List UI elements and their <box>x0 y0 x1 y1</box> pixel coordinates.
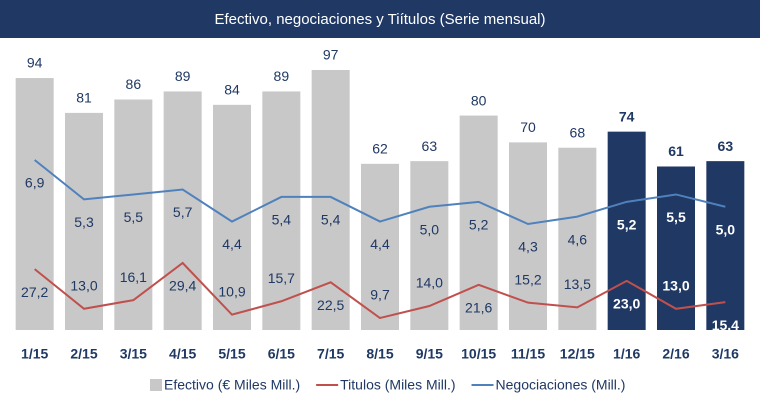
legend-label: Titulos (Miles Mill.) <box>340 377 455 393</box>
line-value-label: 5,4 <box>321 212 341 228</box>
line-value-label: 5,4 <box>272 212 292 228</box>
bar <box>262 91 301 330</box>
bar-value-label: 80 <box>471 92 487 108</box>
bar <box>607 131 646 330</box>
line-value-label: 16,1 <box>120 269 147 285</box>
line-value-label: 15,2 <box>514 271 541 287</box>
line-value-label: 5,5 <box>124 209 144 225</box>
x-tick-label: 11/15 <box>511 346 545 362</box>
x-tick-label: 8/15 <box>366 346 393 362</box>
bar-value-label: 94 <box>27 55 43 71</box>
line-value-label: 13,0 <box>662 277 689 293</box>
bar-value-label: 61 <box>668 143 684 159</box>
bar-value-label: 62 <box>372 141 388 157</box>
x-tick-label: 12/15 <box>560 346 595 362</box>
line-value-label: 9,7 <box>370 287 390 303</box>
x-tick-label: 3/16 <box>712 346 739 362</box>
x-tick-label: 9/15 <box>416 346 443 362</box>
bar-value-label: 84 <box>224 82 240 98</box>
legend-label: Efectivo (€ Miles Mill.) <box>164 377 300 393</box>
bar <box>657 166 695 330</box>
bar <box>706 161 745 330</box>
line-value-label: 15,4 <box>712 317 739 333</box>
x-tick-label: 4/15 <box>169 346 196 362</box>
line-value-label: 10,9 <box>218 283 245 299</box>
line-value-label: 5,0 <box>716 221 736 237</box>
bar <box>410 161 449 330</box>
bar <box>361 163 399 330</box>
legend-swatch <box>150 379 162 391</box>
line-value-label: 5,0 <box>420 221 440 237</box>
line-value-label: 13,0 <box>70 277 97 293</box>
line-value-label: 4,3 <box>518 239 538 255</box>
x-tick-label: 2/15 <box>70 346 97 362</box>
bar-value-label: 89 <box>274 68 290 84</box>
bar-value-label: 81 <box>76 90 92 106</box>
line-value-label: 29,4 <box>169 278 196 294</box>
bar-value-label: 89 <box>175 68 191 84</box>
title-banner <box>0 0 760 38</box>
x-tick-label: 5/15 <box>218 346 245 362</box>
bar <box>163 91 202 330</box>
line-value-label: 27,2 <box>21 284 48 300</box>
x-tick-label: 2/16 <box>662 346 689 362</box>
chart-title: Efectivo, negociaciones y Tiítulos (Seri… <box>215 11 546 28</box>
bar <box>459 115 498 330</box>
line-value-label: 22,5 <box>317 297 344 313</box>
legend-label: Negociaciones (Mill.) <box>496 377 626 393</box>
line-value-label: 5,2 <box>617 217 637 233</box>
bar-value-label: 68 <box>570 124 586 140</box>
line-value-label: 5,7 <box>173 204 193 220</box>
line-value-label: 5,3 <box>74 214 94 230</box>
line-value-label: 4,6 <box>568 231 588 247</box>
x-tick-label: 1/16 <box>613 346 640 362</box>
line-value-label: 4,4 <box>222 236 242 252</box>
x-tick-label: 10/15 <box>461 346 496 362</box>
x-tick-label: 1/15 <box>21 346 48 362</box>
line-value-label: 4,4 <box>370 236 390 252</box>
line-value-label: 15,7 <box>268 270 295 286</box>
bar <box>65 112 103 330</box>
bar <box>15 78 54 331</box>
line-value-label: 5,5 <box>666 209 686 225</box>
line-value-label: 5,2 <box>469 217 489 233</box>
bar-value-label: 70 <box>520 119 536 135</box>
bar-value-label: 97 <box>323 47 339 63</box>
line-value-label: 23,0 <box>613 296 640 312</box>
line-value-label: 21,6 <box>465 299 492 315</box>
bar-value-label: 63 <box>718 138 734 154</box>
line-value-label: 13,5 <box>564 276 591 292</box>
x-tick-label: 3/15 <box>120 346 147 362</box>
line-series <box>34 159 726 226</box>
line-value-label: 6,9 <box>25 175 45 191</box>
line-series <box>34 261 726 320</box>
bar-value-label: 74 <box>619 108 635 124</box>
line-value-label: 14,0 <box>416 275 443 291</box>
bar-value-label: 86 <box>126 76 142 92</box>
x-tick-label: 7/15 <box>317 346 344 362</box>
x-tick-label: 6/15 <box>268 346 295 362</box>
bar-value-label: 63 <box>422 138 438 154</box>
bar <box>213 104 251 330</box>
